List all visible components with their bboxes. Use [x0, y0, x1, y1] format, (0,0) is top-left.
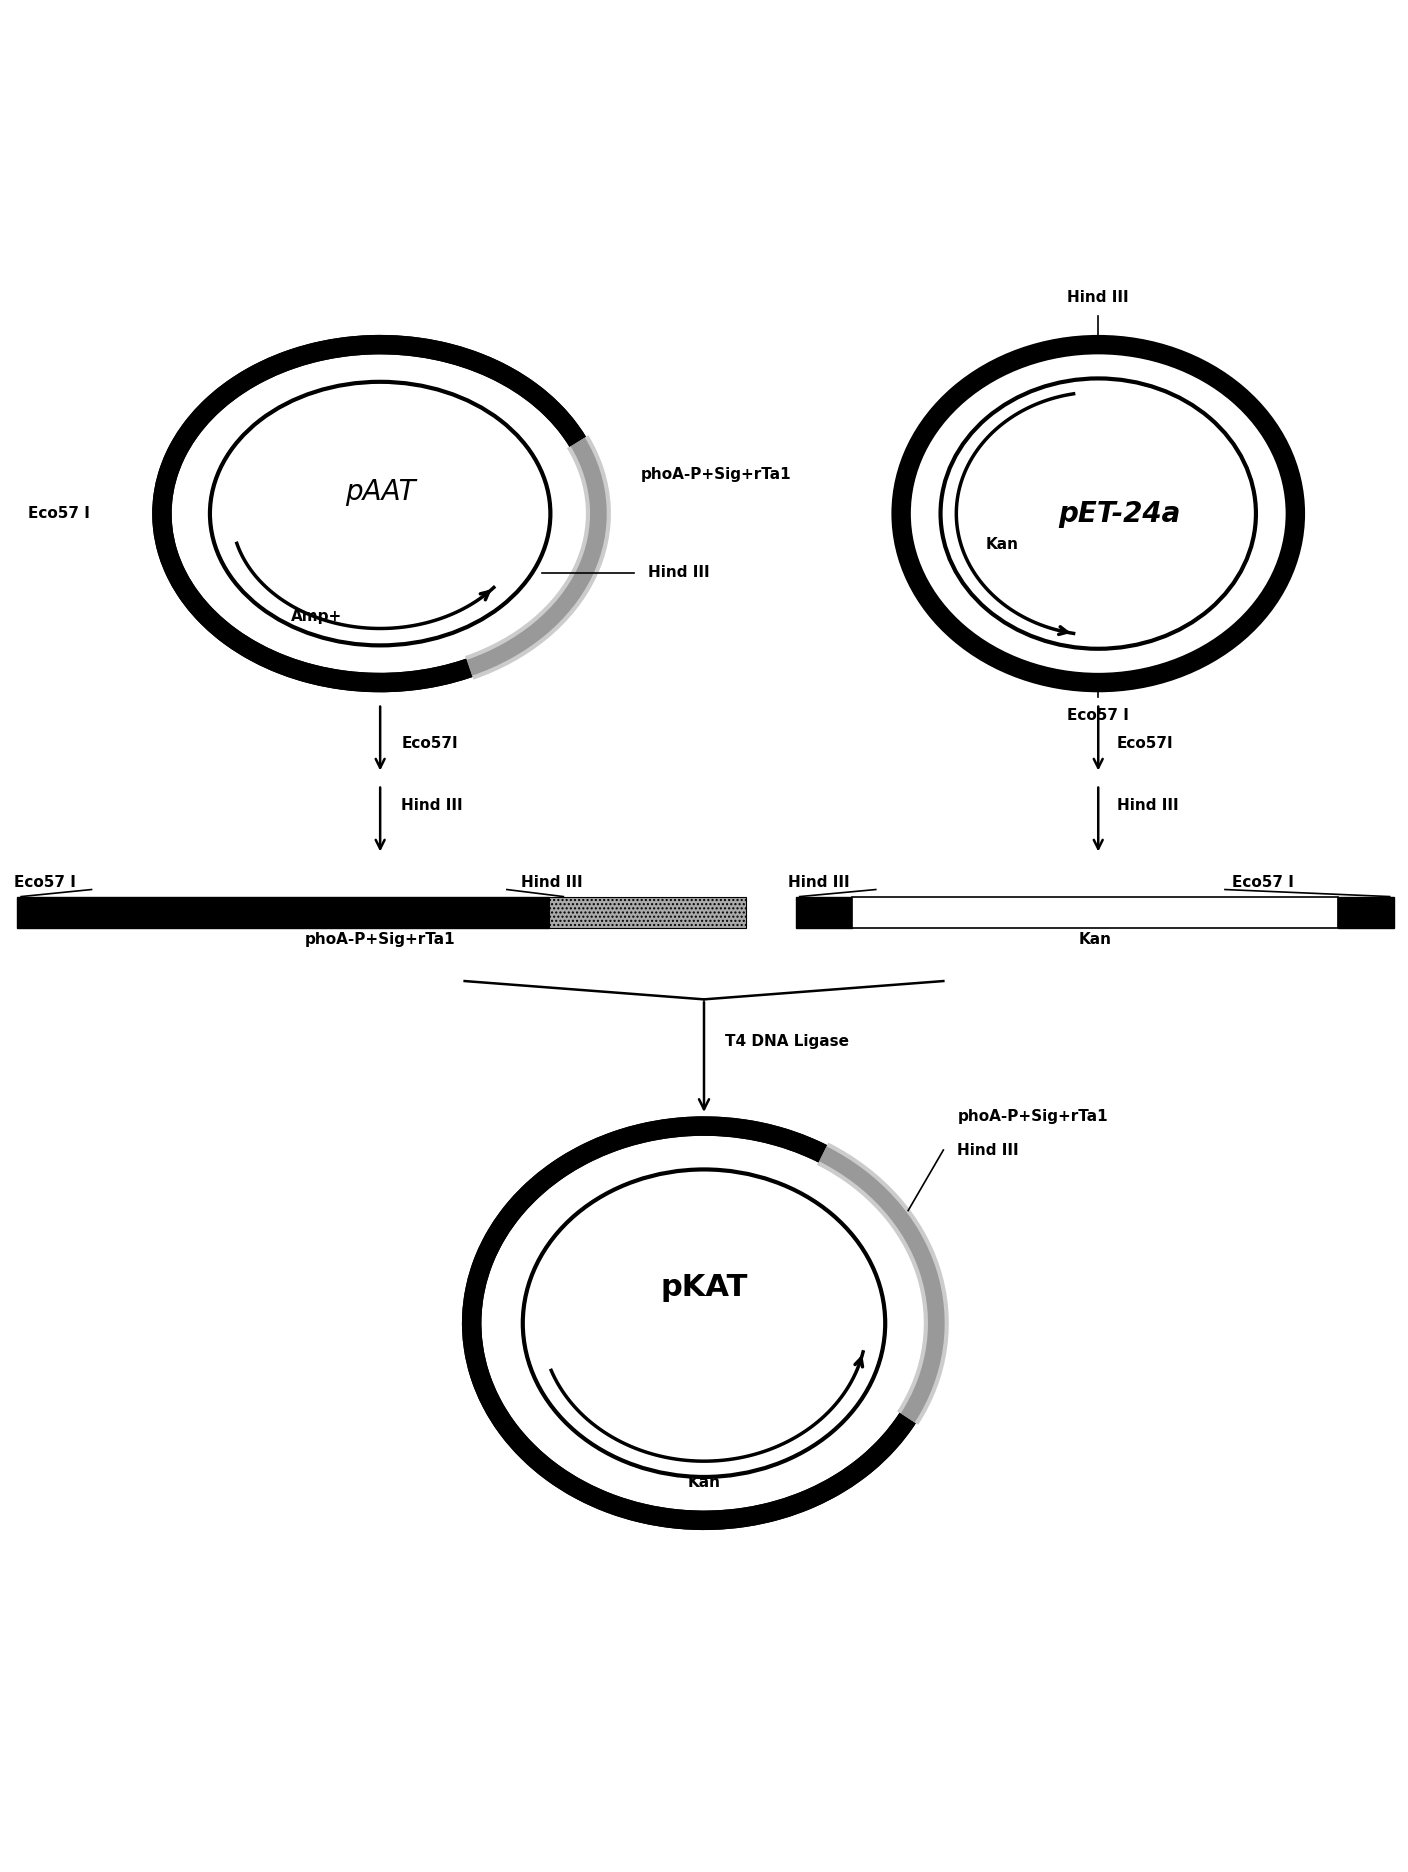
Text: Hind III: Hind III — [957, 1142, 1019, 1157]
Text: Eco57 I: Eco57 I — [1067, 708, 1129, 723]
Text: phoA-P+Sig+rTa1: phoA-P+Sig+rTa1 — [306, 932, 455, 947]
Text: Hind III: Hind III — [521, 874, 583, 889]
Text: Kan: Kan — [1079, 932, 1112, 947]
Bar — [1338, 897, 1394, 927]
Text: phoA-P+Sig+rTa1: phoA-P+Sig+rTa1 — [957, 1108, 1108, 1123]
Bar — [852, 897, 1338, 927]
Text: Hind III: Hind III — [1067, 290, 1129, 305]
Text: pKAT: pKAT — [660, 1273, 748, 1303]
Text: Kan: Kan — [986, 537, 1018, 552]
Text: Eco57I: Eco57I — [1117, 736, 1173, 751]
Text: pET-24a: pET-24a — [1059, 500, 1180, 528]
Text: phoA-P+Sig+rTa1: phoA-P+Sig+rTa1 — [641, 466, 791, 481]
Bar — [17, 897, 549, 927]
Text: Eco57 I: Eco57 I — [1232, 874, 1294, 889]
Text: Eco57 I: Eco57 I — [28, 505, 90, 520]
Text: T4 DNA Ligase: T4 DNA Ligase — [725, 1033, 849, 1048]
Text: Hind III: Hind III — [1117, 797, 1178, 812]
Text: pAAT: pAAT — [345, 479, 415, 507]
Bar — [549, 897, 746, 927]
Text: Eco57I: Eco57I — [401, 736, 458, 751]
Text: Eco57 I: Eco57 I — [14, 874, 76, 889]
Bar — [796, 897, 852, 927]
Text: Hind III: Hind III — [648, 565, 710, 580]
Text: Hind III: Hind III — [401, 797, 463, 812]
Text: Hind III: Hind III — [788, 874, 850, 889]
Text: Amp+: Amp+ — [291, 608, 342, 623]
Text: Kan: Kan — [687, 1475, 721, 1490]
